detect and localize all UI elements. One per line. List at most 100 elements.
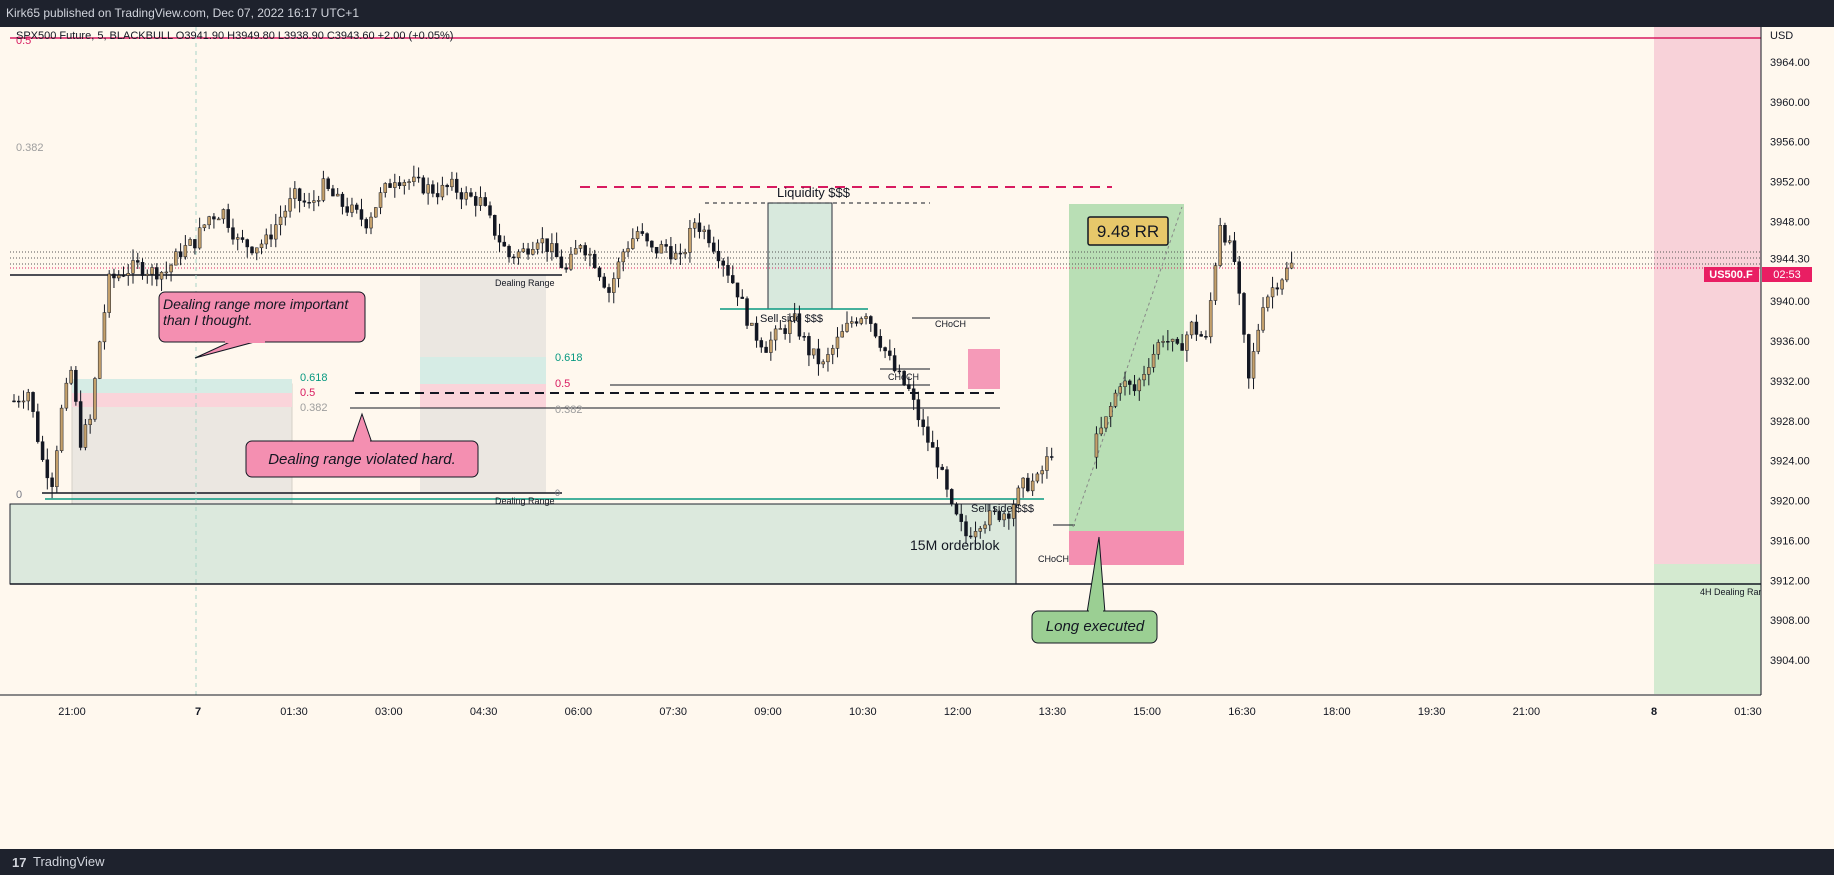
candle-body — [583, 245, 587, 256]
y-tick-label: 3932.00 — [1770, 376, 1810, 388]
candle-body — [245, 239, 249, 248]
candle-body — [259, 243, 264, 249]
candle-body — [1247, 334, 1251, 379]
candle-body — [621, 251, 626, 263]
candle-body — [502, 241, 507, 247]
x-tick-label: 01:30 — [1734, 706, 1762, 718]
candle-body — [307, 202, 311, 204]
candle-body — [616, 261, 621, 279]
candle-body — [740, 296, 745, 299]
candle-body — [602, 276, 606, 288]
callout-violated[interactable]: Dealing range violated hard. — [245, 412, 479, 478]
candles — [12, 165, 1294, 545]
candle-body — [707, 229, 711, 244]
candle-body — [1261, 307, 1265, 331]
candle-body — [40, 441, 45, 460]
candle-body — [145, 273, 150, 276]
callout-executed[interactable]: Long executed — [1031, 536, 1158, 644]
candle-body — [1016, 487, 1021, 505]
candle-body — [74, 369, 78, 402]
candle-body — [397, 182, 402, 186]
candle-body — [1232, 240, 1237, 262]
x-tick-label: 01:30 — [280, 706, 308, 718]
candle-body — [531, 249, 535, 255]
candle-body — [1180, 343, 1184, 351]
candle-body — [673, 252, 678, 260]
x-tick-label: 09:00 — [754, 706, 782, 718]
callout-executed-text: Long executed — [1046, 618, 1145, 635]
y-tick-label: 3936.00 — [1770, 336, 1810, 348]
fib-50-left: 0.5 — [300, 387, 315, 399]
x-tick-label: 8 — [1651, 706, 1657, 718]
y-tick-label: 3952.00 — [1770, 177, 1810, 189]
candle-body — [811, 348, 816, 356]
fib-618-left: 0.618 — [300, 372, 328, 384]
candle-body — [93, 378, 97, 420]
candle-body — [554, 243, 559, 258]
rr-badge[interactable]: 9.48 RR — [1087, 216, 1169, 246]
candle-body — [1208, 300, 1213, 338]
fib-382-mid: 0.382 — [555, 404, 583, 416]
fib-0-mid: 0 — [555, 488, 560, 498]
candle-body — [1035, 473, 1040, 482]
candle-body — [1113, 392, 1118, 407]
countdown-badge: 02:53 — [1773, 269, 1801, 281]
candle-body — [769, 339, 773, 353]
candle-body — [1099, 427, 1103, 435]
liquidity-label: Liquidity $$$ — [777, 185, 851, 200]
candle-body — [12, 400, 16, 403]
fib-382-left: 0.382 — [300, 402, 328, 414]
price-axis[interactable]: USD 3964.003960.003956.003952.003948.003… — [1704, 27, 1834, 699]
candle-body — [293, 188, 297, 199]
brand-name: TradingView — [33, 854, 105, 869]
candle-body — [140, 262, 145, 276]
candle-body — [1213, 265, 1218, 301]
candle-body — [112, 273, 116, 279]
candle-body — [507, 245, 511, 258]
candle-body — [1045, 456, 1049, 471]
candle-body — [669, 246, 673, 260]
candle-body — [416, 176, 421, 179]
candle-body — [231, 227, 235, 240]
candle-body — [121, 275, 126, 277]
x-tick-label: 07:30 — [659, 706, 687, 718]
fib-50-mid: 0.5 — [555, 378, 570, 390]
candle-body — [283, 210, 288, 218]
last-price-badge: US500.F 02:53 — [1704, 267, 1812, 282]
candle-body — [469, 192, 473, 197]
callout-important[interactable]: Dealing range more important than I thou… — [158, 291, 366, 359]
candle-body — [1002, 513, 1006, 521]
candle-body — [1123, 380, 1127, 387]
candle-body — [1156, 342, 1161, 355]
candle-body — [450, 178, 454, 188]
candle-body — [316, 200, 321, 202]
candle-body — [1237, 261, 1241, 294]
chart-svg[interactable]: 0.5 0.382 0 0.618 0.5 0.382 0.618 0.5 0.… — [0, 27, 1834, 849]
x-tick-label: 06:00 — [565, 706, 593, 718]
y-tick-label: 3920.00 — [1770, 496, 1810, 508]
candle-body — [1189, 321, 1194, 336]
chart-area[interactable]: 0.5 0.382 0 0.618 0.5 0.382 0.618 0.5 0.… — [0, 27, 1834, 849]
y-tick-label: 3912.00 — [1770, 575, 1810, 587]
candle-body — [1199, 334, 1203, 337]
symbol-badge: US500.F — [1709, 269, 1753, 281]
candle-body — [911, 388, 916, 400]
candle-body — [69, 369, 73, 384]
candle-body — [650, 240, 654, 248]
candle-body — [821, 361, 825, 365]
candle-body — [1275, 287, 1280, 290]
sell-side-label-1: Sell side $$$ — [760, 313, 823, 325]
candle-body — [369, 216, 373, 229]
y-tick-label: 3916.00 — [1770, 535, 1810, 547]
candle-body — [440, 184, 445, 198]
candle-body — [1270, 287, 1275, 298]
candle-body — [873, 323, 878, 337]
time-axis[interactable]: 21:00 7 01:30 03:00 04:30 06:00 07:30 09:00 10:3… — [0, 694, 1834, 849]
candle-body — [754, 322, 759, 341]
candle-body — [797, 313, 802, 337]
candle-body — [778, 328, 783, 330]
rr-projection — [1072, 206, 1183, 528]
candle-body — [350, 204, 354, 213]
candle-body — [1170, 338, 1175, 342]
candle-body — [1185, 334, 1189, 351]
